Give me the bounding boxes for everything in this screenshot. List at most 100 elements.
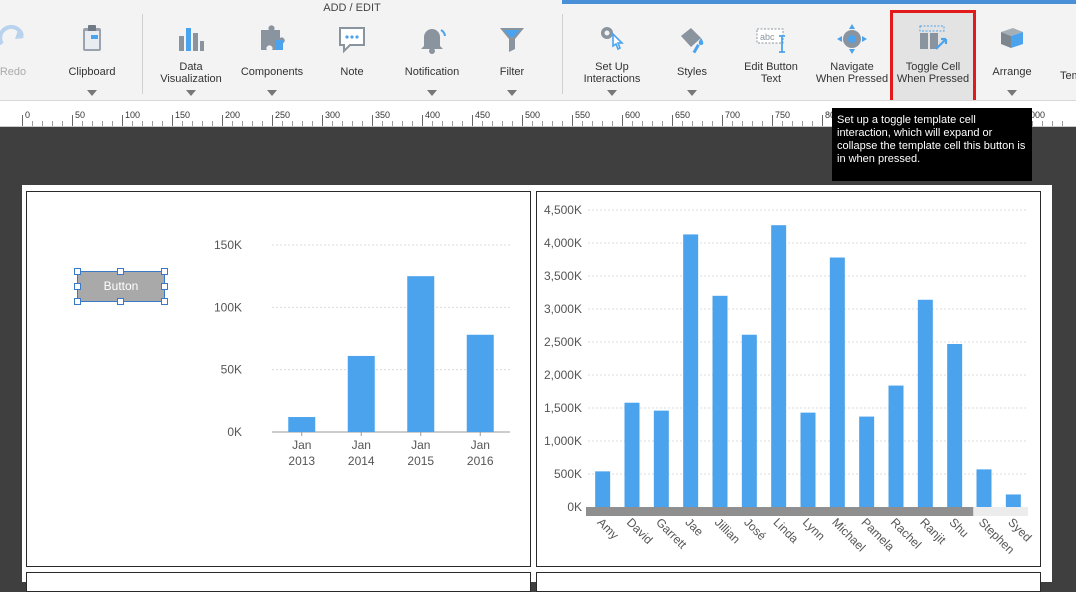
puzzle-icon	[261, 25, 285, 50]
ruler-major-tick	[822, 115, 823, 126]
navigate-when-pressed-button[interactable]: Navigate When Pressed	[814, 14, 890, 98]
ruler-minor-tick	[132, 121, 133, 126]
note-button[interactable]: Note	[326, 14, 378, 98]
notification-button[interactable]: Notification	[398, 14, 466, 98]
resize-handle[interactable]	[117, 298, 124, 305]
ruler-label: 0	[25, 110, 31, 120]
ruler-major-tick	[372, 115, 373, 126]
bar	[712, 295, 728, 507]
ruler-minor-tick	[732, 121, 733, 126]
y-tick-label: 500K	[554, 467, 582, 481]
ruler-label: 300	[325, 110, 341, 120]
x-tick-label: 2016	[467, 454, 494, 468]
ruler-minor-tick	[782, 121, 783, 126]
ruler-minor-tick	[662, 121, 663, 126]
x-tick-label: Jan	[471, 438, 490, 452]
ruler-minor-tick	[32, 121, 33, 126]
ruler-minor-tick	[352, 121, 353, 126]
styles-button[interactable]: Styles	[664, 14, 720, 98]
bar	[288, 417, 316, 432]
ruler-minor-tick	[142, 121, 143, 126]
x-tick-label: Jan	[352, 438, 371, 452]
ruler-minor-tick	[92, 121, 93, 126]
bar	[888, 385, 904, 507]
ruler-minor-tick	[602, 121, 603, 126]
filter-button[interactable]: Filter	[486, 14, 538, 98]
ruler-minor-tick	[202, 121, 203, 126]
note-icon	[339, 27, 365, 54]
ruler-minor-tick	[802, 121, 803, 126]
navigate-when-pressed-label: Navigate When Pressed	[815, 61, 889, 85]
resize-handle[interactable]	[74, 298, 81, 305]
y-tick-label: 4,500K	[544, 203, 582, 217]
ruler-minor-tick	[492, 121, 493, 126]
toggle-cell-when-pressed-button[interactable]: Toggle Cell When Pressed	[893, 14, 973, 98]
resize-handle[interactable]	[161, 298, 168, 305]
ruler-minor-tick	[512, 121, 513, 126]
toggle-cell-tooltip: Set up a toggle template cell interactio…	[832, 108, 1032, 181]
template-button[interactable]: Tem	[1056, 14, 1076, 98]
ruler-minor-tick	[552, 121, 553, 126]
data-visualization-button[interactable]: Data Visualization	[156, 14, 226, 98]
bar	[683, 234, 699, 508]
edit-button-text-button[interactable]: abc Edit Button Text	[736, 14, 806, 98]
ruler-minor-tick	[792, 121, 793, 126]
y-tick-label: 3,000K	[544, 302, 582, 316]
template-label: Tem	[1060, 70, 1076, 82]
resize-handle[interactable]	[74, 268, 81, 275]
ruler-major-tick	[72, 115, 73, 126]
ruler-major-tick	[722, 115, 723, 126]
arrange-label: Arrange	[992, 66, 1032, 78]
arrange-chevron-down-icon	[1007, 90, 1017, 96]
ribbon-accent-bar	[562, 0, 1076, 4]
resize-handle[interactable]	[74, 283, 81, 290]
scrollbar-thumb[interactable]	[586, 507, 974, 516]
x-tick-label: Shu	[947, 515, 972, 540]
y-tick-label: 100K	[214, 300, 242, 314]
ruler-label: 700	[725, 110, 741, 120]
redo-button[interactable]: Redo	[0, 14, 36, 98]
y-tick-label: 0K	[567, 500, 582, 514]
x-tick-label: Garrett	[653, 515, 690, 552]
data-visualization-chevron-down-icon	[186, 90, 196, 96]
ruler-major-tick	[572, 115, 573, 126]
svg-text:abc: abc	[760, 32, 775, 42]
x-tick-label: Jan	[292, 438, 311, 452]
bar	[800, 412, 816, 507]
y-tick-label: 1,000K	[544, 434, 582, 448]
arrange-button[interactable]: Arrange	[984, 14, 1040, 98]
bar	[595, 471, 611, 507]
ruler-minor-tick	[1052, 121, 1053, 126]
edit-button-text-label: Edit Button Text	[744, 61, 798, 85]
ruler-minor-tick	[1032, 121, 1033, 126]
x-tick-label: 2015	[407, 454, 434, 468]
ruler-label: 250	[275, 110, 291, 120]
toggle-cell-when-pressed-highlight	[890, 10, 976, 100]
left-chart-panel[interactable]	[26, 191, 531, 567]
ruler-minor-tick	[812, 121, 813, 126]
x-tick-label: Jan	[411, 438, 430, 452]
set-up-interactions-chevron-down-icon	[607, 90, 617, 96]
clipboard-button[interactable]: Clipboard	[60, 14, 124, 98]
set-up-interactions-button[interactable]: Set Up Interactions	[576, 14, 648, 98]
ruler-major-tick	[772, 115, 773, 126]
ruler-major-tick	[672, 115, 673, 126]
ruler-major-tick	[122, 115, 123, 126]
ruler-minor-tick	[742, 121, 743, 126]
resize-handle[interactable]	[117, 268, 124, 275]
ruler-minor-tick	[162, 121, 163, 126]
components-button[interactable]: Components	[236, 14, 308, 98]
x-tick-label: 2014	[348, 454, 375, 468]
resize-handle[interactable]	[161, 268, 168, 275]
clipboard-icon	[83, 25, 101, 51]
ruler-minor-tick	[612, 121, 613, 126]
bar	[741, 334, 757, 507]
filter-icon	[500, 28, 524, 52]
ruler-label: 750	[775, 110, 791, 120]
ruler-minor-tick	[1042, 121, 1043, 126]
ruler-minor-tick	[52, 121, 53, 126]
redo-label: Redo	[0, 66, 27, 78]
resize-handle[interactable]	[161, 283, 168, 290]
